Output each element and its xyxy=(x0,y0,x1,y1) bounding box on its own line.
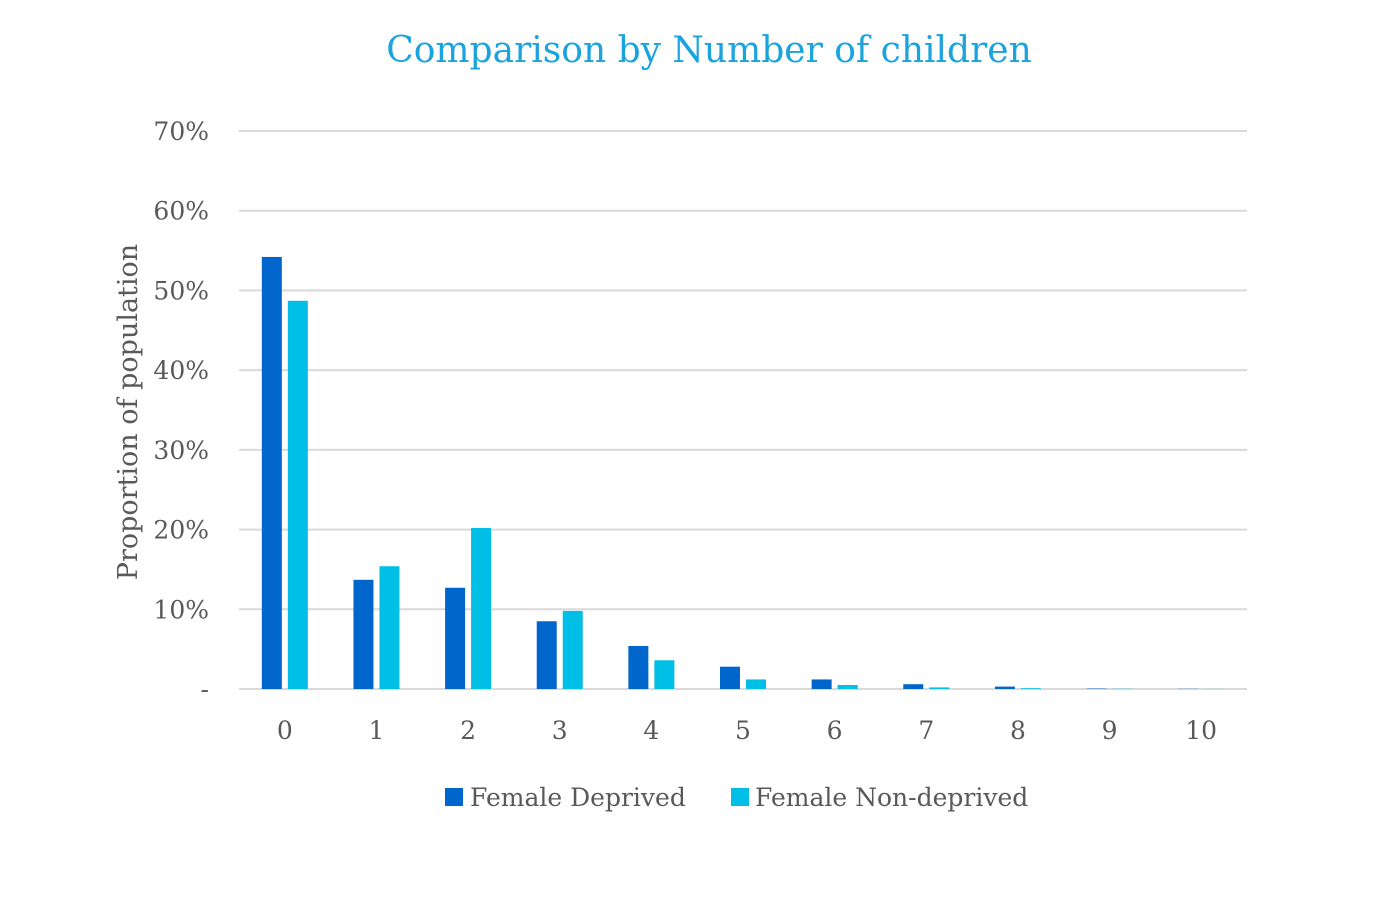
bar-non-deprived-5 xyxy=(746,679,766,689)
legend-label: Female Deprived xyxy=(470,783,686,812)
bar-non-deprived-0 xyxy=(287,300,308,689)
bar-deprived-6 xyxy=(811,679,832,689)
bar-non-deprived-7 xyxy=(929,687,950,689)
bar-deprived-5 xyxy=(720,666,740,689)
bar-non-deprived-2 xyxy=(471,527,492,689)
legend: Female Deprived Female Non-deprived xyxy=(445,783,1028,812)
bar-deprived-2 xyxy=(445,587,466,689)
bar-deprived-3 xyxy=(536,621,557,689)
x-tick-label: 1 xyxy=(369,716,385,745)
y-tick-label: 70% xyxy=(153,117,209,146)
x-tick-label: 6 xyxy=(827,716,843,745)
bar-non-deprived-3 xyxy=(562,610,583,689)
y-tick-label: 30% xyxy=(153,436,209,465)
legend-swatch xyxy=(731,788,749,806)
x-tick-label: 10 xyxy=(1185,716,1217,745)
bar-deprived-7 xyxy=(903,684,924,689)
gridlines xyxy=(239,130,1247,690)
bar-non-deprived-1 xyxy=(379,566,400,689)
y-axis-title: Proportion of population xyxy=(113,244,144,580)
bar-deprived-0 xyxy=(261,256,282,689)
x-axis-ticks: 0 1 2 3 4 5 6 7 8 9 10 xyxy=(277,716,1217,745)
bar-non-deprived-8 xyxy=(1020,688,1041,689)
y-tick-label: 20% xyxy=(153,516,209,545)
y-tick-label: 10% xyxy=(153,595,209,624)
bar-deprived-4 xyxy=(628,645,649,689)
y-tick-label: 40% xyxy=(153,356,209,385)
legend-swatch xyxy=(445,788,463,806)
x-tick-label: 2 xyxy=(460,716,476,745)
y-tick-label: 50% xyxy=(153,276,209,305)
y-tick-label: - xyxy=(201,675,209,704)
x-tick-label: 8 xyxy=(1010,716,1026,745)
x-tick-label: 0 xyxy=(277,716,293,745)
y-tick-label: 60% xyxy=(153,197,209,226)
bar-non-deprived-4 xyxy=(654,660,675,689)
x-tick-label: 7 xyxy=(918,716,934,745)
x-tick-label: 4 xyxy=(643,716,659,745)
x-tick-label: 5 xyxy=(735,716,751,745)
legend-label: Female Non-deprived xyxy=(755,783,1028,812)
x-tick-label: 9 xyxy=(1102,716,1118,745)
bars xyxy=(261,256,1225,689)
bar-deprived-8 xyxy=(994,686,1015,689)
x-tick-label: 3 xyxy=(552,716,568,745)
bar-non-deprived-6 xyxy=(837,685,858,689)
y-axis-ticks: - 10% 20% 30% 40% 50% 60% 70% xyxy=(153,117,209,704)
chart-title: Comparison by Number of children xyxy=(386,30,1032,71)
bar-deprived-1 xyxy=(353,579,374,689)
